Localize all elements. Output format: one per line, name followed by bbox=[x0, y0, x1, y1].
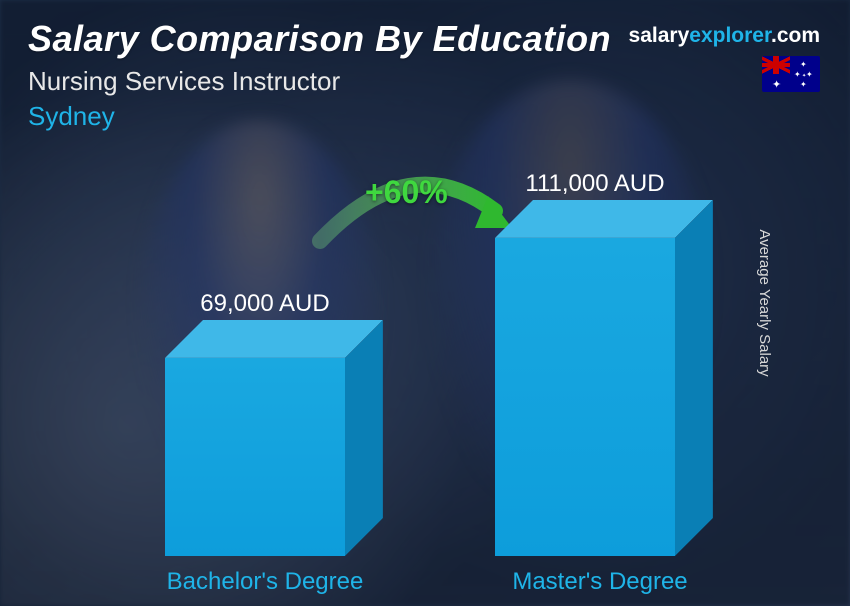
bar-value-label: 69,000 AUD bbox=[155, 290, 375, 318]
bar-masters: 111,000 AUD Master's Degree bbox=[495, 238, 675, 556]
bar-front-face bbox=[495, 238, 675, 556]
bar-value-label: 111,000 AUD bbox=[485, 170, 705, 198]
bar-front-face bbox=[165, 358, 345, 556]
bar-side-face bbox=[675, 200, 713, 556]
bar-side-face bbox=[345, 320, 383, 556]
brand-part-1: salary bbox=[629, 24, 690, 47]
brand-part-2: explorer bbox=[689, 24, 771, 47]
brand-logo-text: salaryexplorer.com bbox=[629, 24, 820, 48]
country-flag-icon: ✦ ✦ ✦ ✦ ✦ ✦ bbox=[762, 56, 820, 92]
location-label: Sydney bbox=[28, 101, 822, 132]
bar-bachelors: 69,000 AUD Bachelor's Degree bbox=[165, 358, 345, 556]
bar-category-label: Bachelor's Degree bbox=[155, 568, 375, 596]
chart-container: Salary Comparison By Education Nursing S… bbox=[0, 0, 850, 606]
bar-category-label: Master's Degree bbox=[490, 568, 710, 596]
brand-block: salaryexplorer.com ✦ ✦ ✦ ✦ ✦ ✦ bbox=[629, 24, 820, 92]
increase-percentage-label: +60% bbox=[365, 174, 448, 211]
brand-part-3: .com bbox=[771, 24, 820, 47]
chart-area: +60% 69,000 AUD Bachelor's Degree 111,00… bbox=[0, 166, 850, 606]
